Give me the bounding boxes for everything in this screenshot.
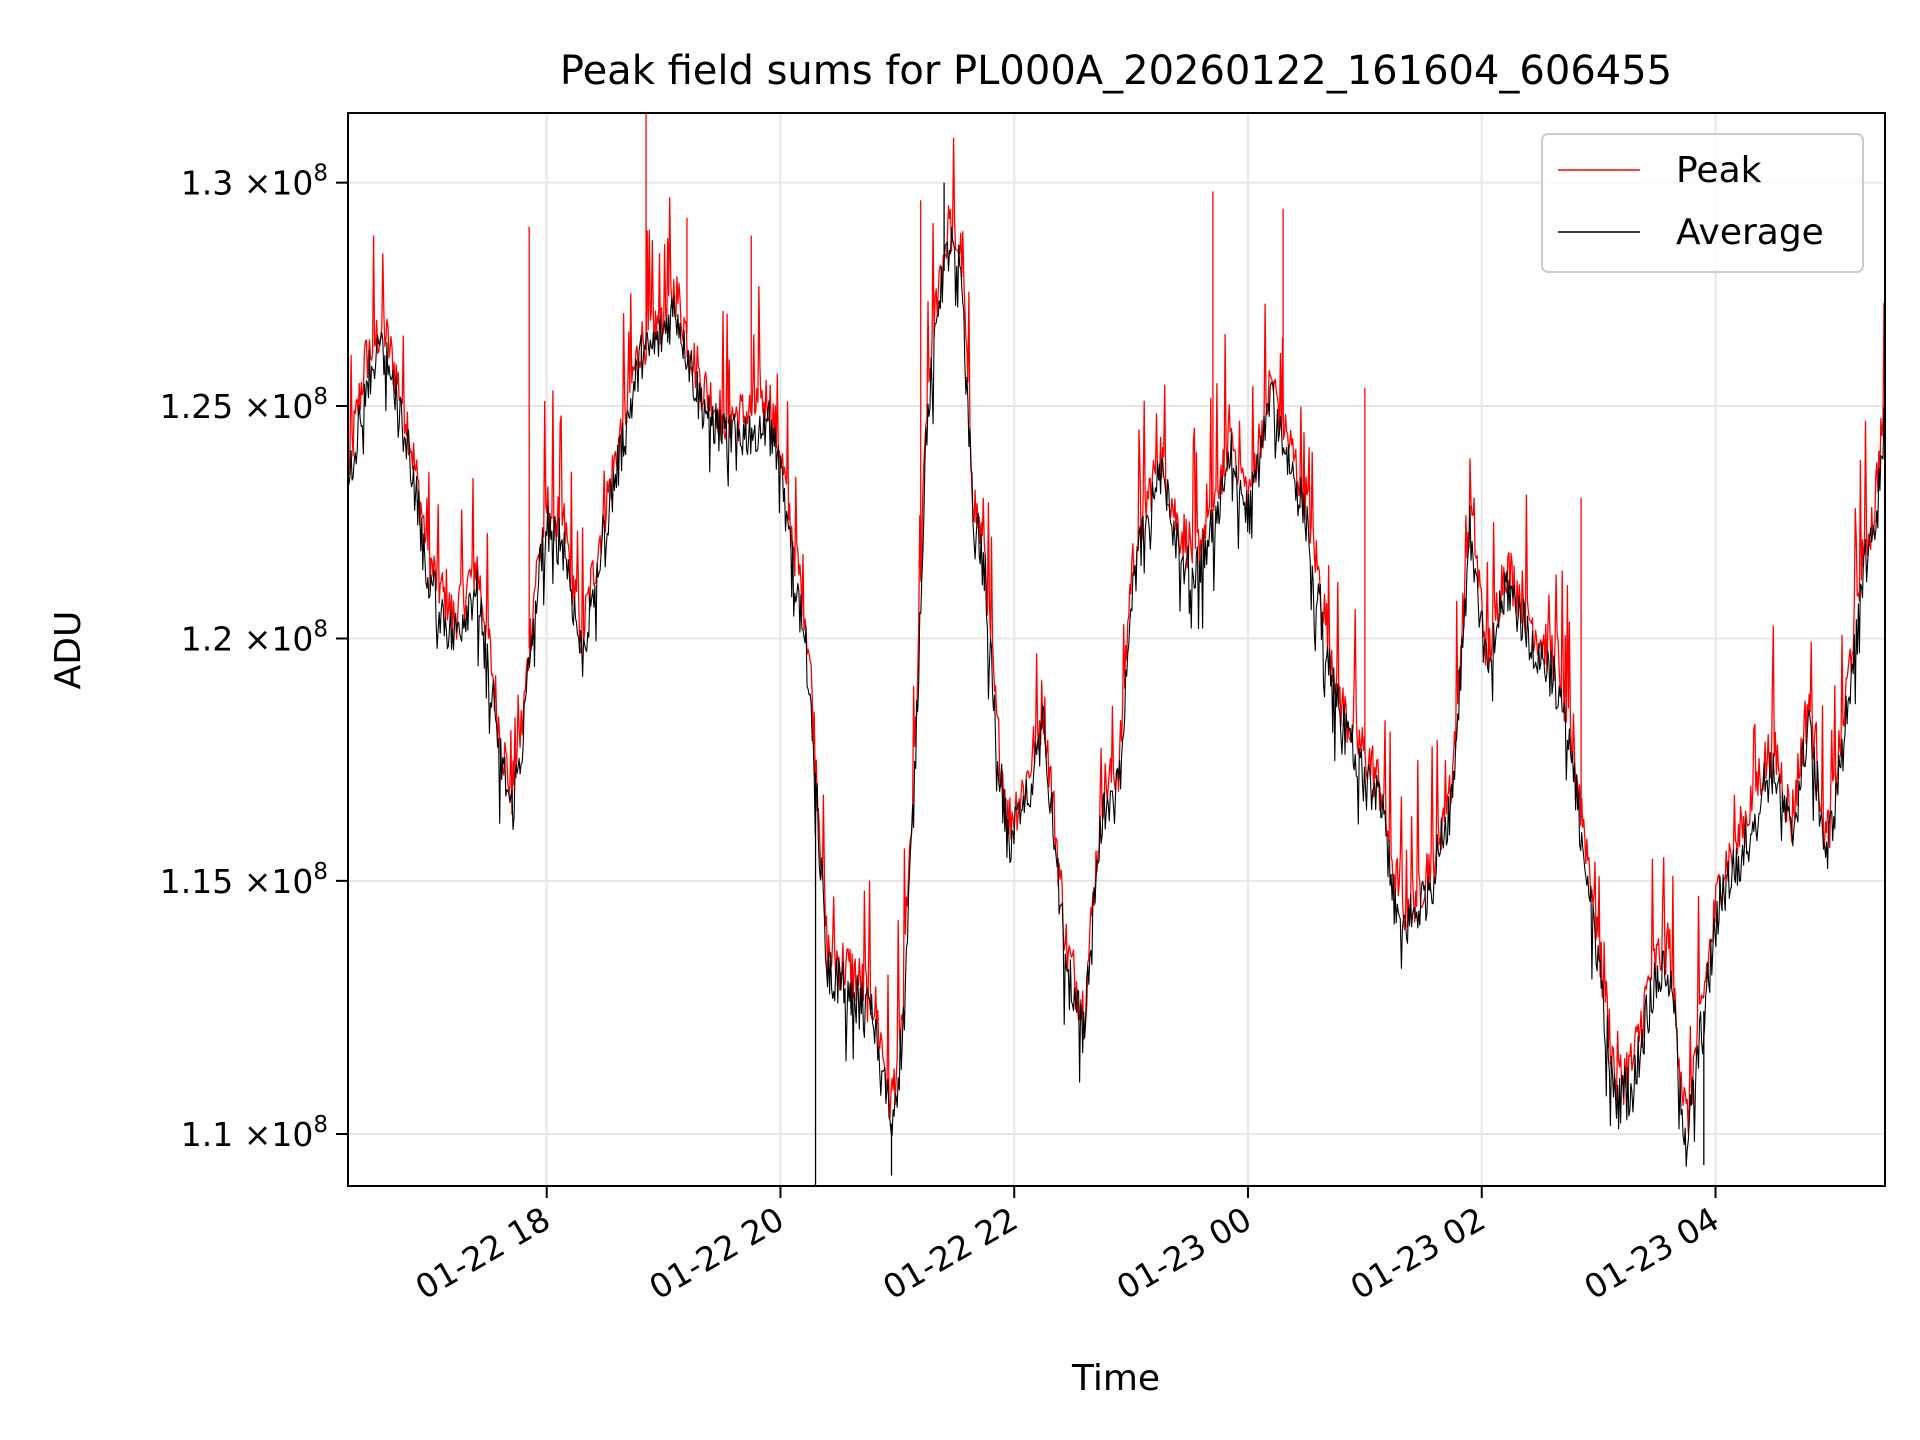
x-axis-label: Time xyxy=(1071,1358,1160,1399)
y-axis-ticks: 1.1 ×108 1.15 ×108 1.2 ×108 1.25 ×108 1.3 ×1… xyxy=(160,161,348,1154)
series-line-average xyxy=(347,226,1886,1167)
plot-series xyxy=(347,113,1886,1186)
y-tick-label: 1.1 ×108 xyxy=(181,1112,328,1154)
legend: Peak Average xyxy=(1541,133,1864,273)
legend-peak-label: Peak xyxy=(1676,150,1762,191)
legend-box xyxy=(1541,133,1864,273)
legend-average-label: Average xyxy=(1676,212,1824,253)
plot-frame xyxy=(347,112,1886,1187)
y-tick-label: 1.15 ×108 xyxy=(160,859,328,901)
y-tick-label: 1.3 ×108 xyxy=(181,161,328,203)
chart-title: Peak field sums for PL000A_20260122_1616… xyxy=(560,48,1672,94)
y-tick-label: 1.2 ×108 xyxy=(181,616,328,658)
y-tick-label: 1.25 ×108 xyxy=(160,384,328,426)
y-axis-label: ADU xyxy=(48,611,89,690)
